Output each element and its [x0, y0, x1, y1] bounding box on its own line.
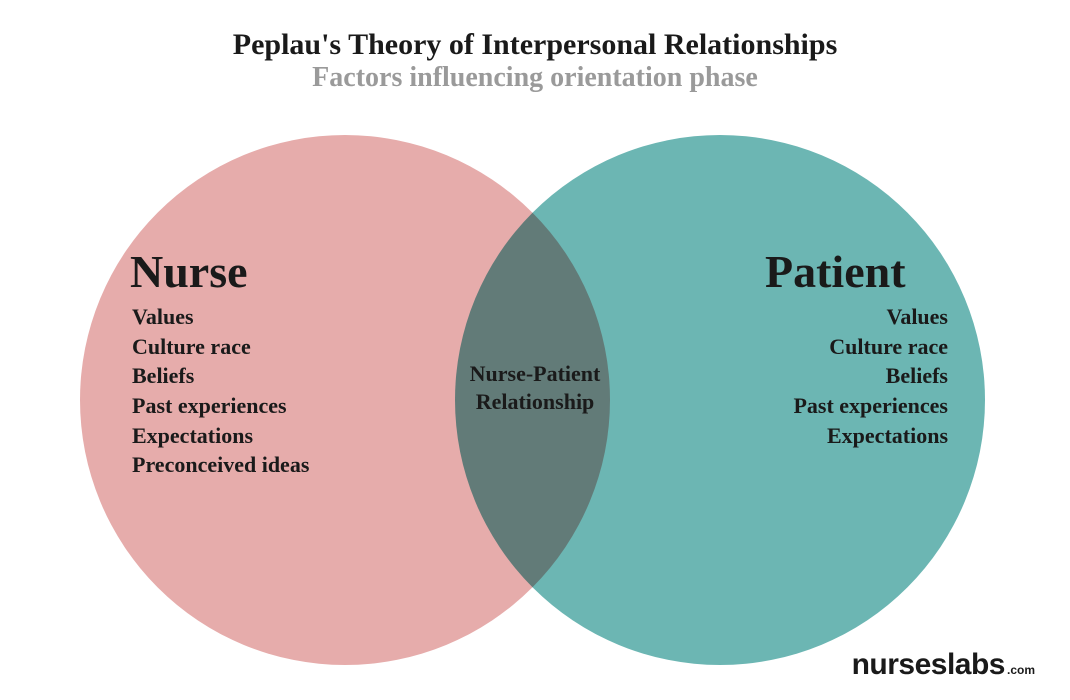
venn-intersection-label: Nurse-Patient Relationship: [455, 360, 615, 415]
intersection-line2: Relationship: [455, 388, 615, 416]
nurseslabs-logo: nurseslabs.com: [852, 648, 1035, 682]
venn-item: Beliefs: [793, 361, 948, 391]
title-block: Peplau's Theory of Interpersonal Relatio…: [0, 28, 1070, 94]
left-circle-label: Nurse: [130, 245, 248, 298]
venn-item: Values: [132, 302, 309, 332]
left-circle-items: ValuesCulture raceBeliefsPast experience…: [132, 302, 309, 480]
title-subtitle: Factors influencing orientation phase: [0, 62, 1070, 94]
venn-item: Past experiences: [793, 391, 948, 421]
intersection-line1: Nurse-Patient: [455, 360, 615, 388]
venn-item: Expectations: [793, 421, 948, 451]
venn-diagram-container: Peplau's Theory of Interpersonal Relatio…: [0, 0, 1070, 700]
venn-item: Beliefs: [132, 361, 309, 391]
logo-text: nurseslabs: [852, 648, 1005, 681]
venn-item: Expectations: [132, 421, 309, 451]
venn-item: Past experiences: [132, 391, 309, 421]
venn-item: Culture race: [793, 332, 948, 362]
venn-item: Values: [793, 302, 948, 332]
right-circle-label: Patient: [765, 245, 906, 298]
title-main: Peplau's Theory of Interpersonal Relatio…: [0, 28, 1070, 62]
logo-tld: .com: [1007, 663, 1035, 677]
right-circle-items: ValuesCulture raceBeliefsPast experience…: [793, 302, 948, 450]
venn-item: Culture race: [132, 332, 309, 362]
venn-item: Preconceived ideas: [132, 450, 309, 480]
